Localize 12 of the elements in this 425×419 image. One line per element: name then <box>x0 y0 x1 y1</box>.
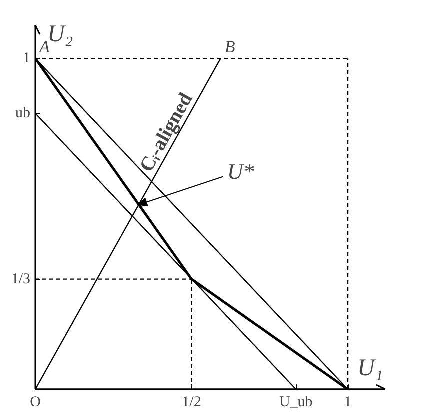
y-tick-label: 1/3 <box>11 271 31 288</box>
annotation: A <box>38 38 50 57</box>
x-tick-label: 1 <box>344 394 352 410</box>
y-tick-label: 1 <box>23 50 30 67</box>
y-tick-label: ub <box>16 106 30 122</box>
x-tick-label: 1/2 <box>182 394 202 410</box>
annotation: U* <box>227 158 254 184</box>
x-tick-label: O <box>30 394 42 410</box>
x-axis-title: U₁ <box>358 356 384 382</box>
x-tick-label: U_ub <box>279 394 313 410</box>
annotation: B <box>224 38 236 57</box>
y-axis-title: U₂ <box>48 22 74 48</box>
